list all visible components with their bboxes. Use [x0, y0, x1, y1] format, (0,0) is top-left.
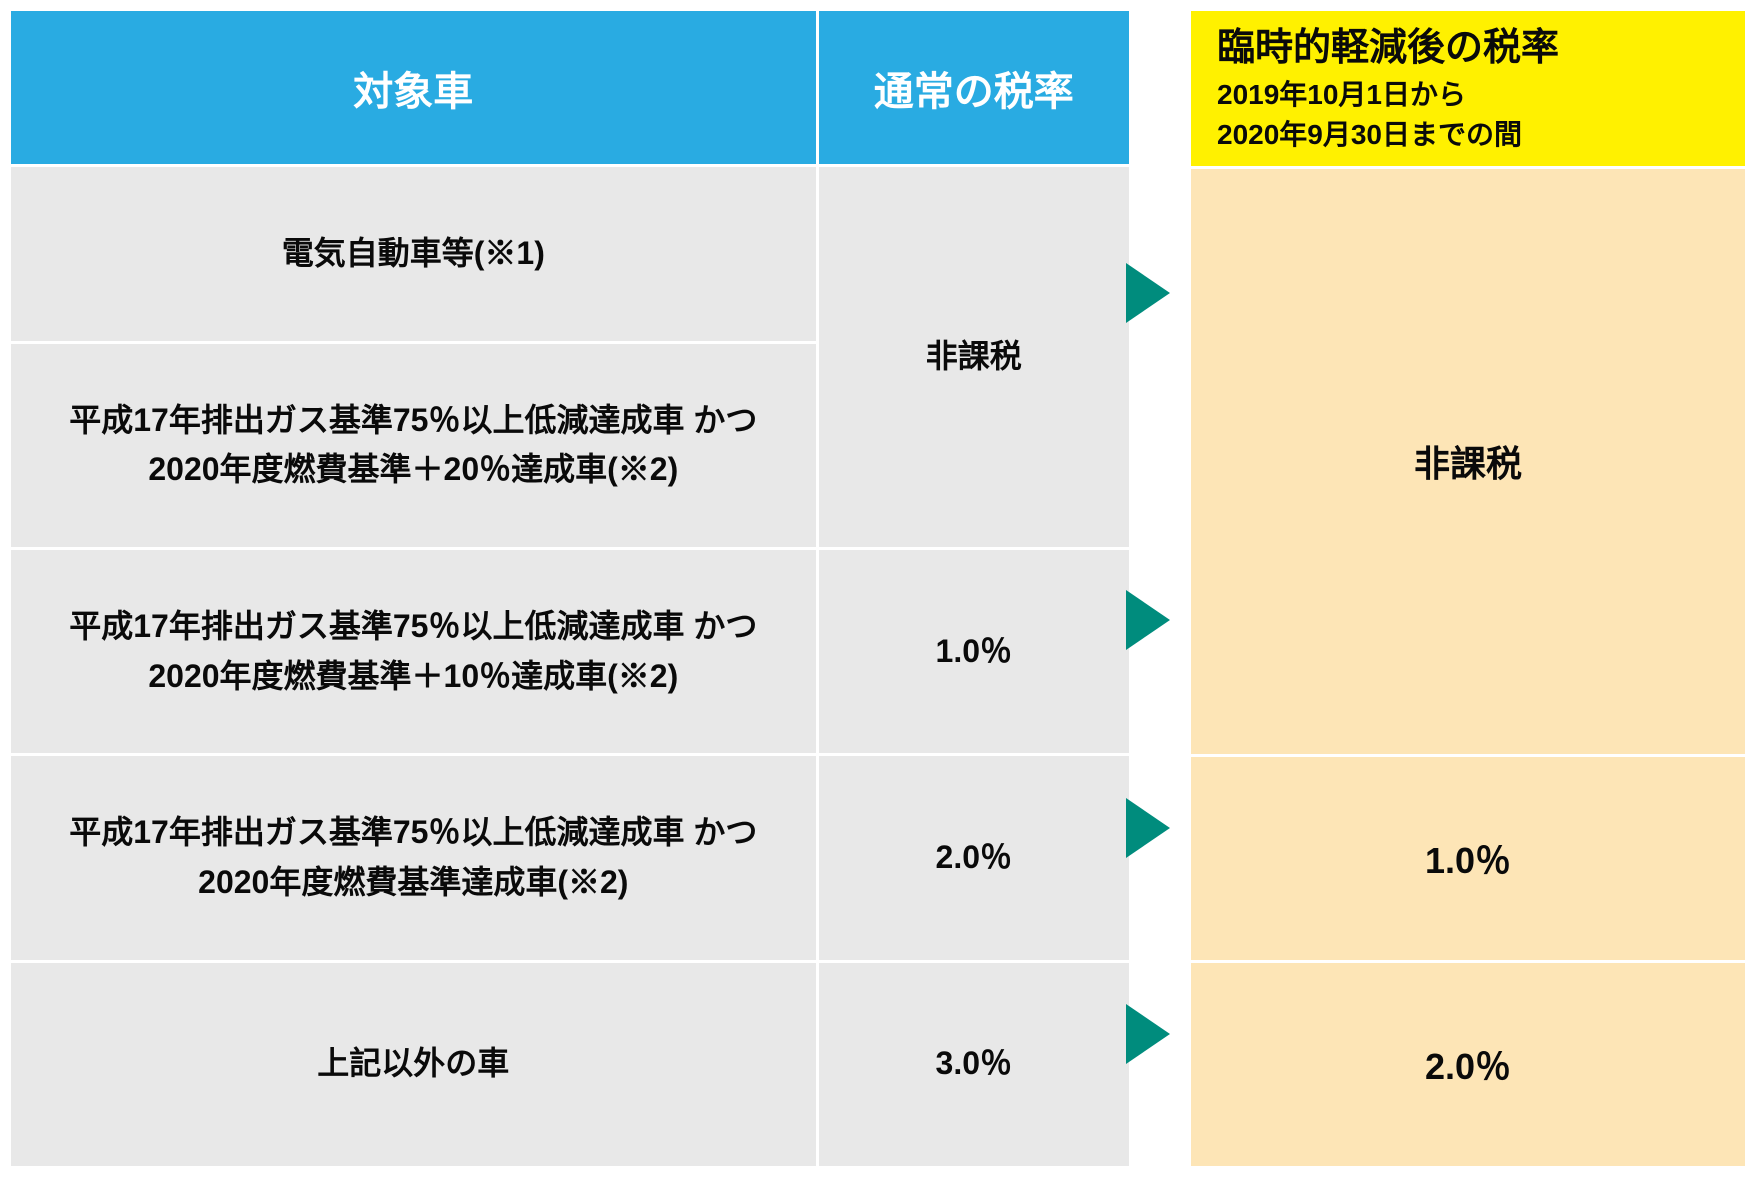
header-reduced-sub1: 2019年10月1日から — [1217, 76, 1719, 114]
row2-target: 平成17年排出ガス基準75％以上低減達成車 かつ 2020年度燃費基準＋20％達… — [10, 342, 818, 548]
row5-target: 上記以外の車 — [10, 961, 818, 1167]
left-table: 対象車 通常の税率 電気自動車等(※1) 非課税 平成17年排出ガス基準75％以… — [8, 8, 1132, 1169]
row12-rate: 非課税 — [817, 166, 1130, 549]
header-reduced-title: 臨時的軽減後の税率 — [1217, 23, 1719, 74]
reduced-r4: 1.0％ — [1190, 755, 1747, 961]
header-reduced-sub2: 2020年9月30日までの間 — [1217, 116, 1719, 154]
row5-rate: 3.0％ — [817, 961, 1130, 1167]
row3-rate: 1.0％ — [817, 548, 1130, 754]
row3-target: 平成17年排出ガス基準75％以上低減達成車 かつ 2020年度燃費基準＋10％達… — [10, 548, 818, 754]
arrow-icon — [1126, 1004, 1170, 1064]
header-target: 対象車 — [10, 10, 818, 166]
header-normal-rate: 通常の税率 — [817, 10, 1130, 166]
right-table: 臨時的軽減後の税率 2019年10月1日から 2020年9月30日までの間 非課… — [1188, 8, 1748, 1169]
arrow-gap — [1132, 8, 1188, 1169]
reduced-r123: 非課税 — [1190, 167, 1747, 755]
header-reduced-rate: 臨時的軽減後の税率 2019年10月1日から 2020年9月30日までの間 — [1190, 10, 1747, 168]
row1-target: 電気自動車等(※1) — [10, 166, 818, 342]
arrow-icon — [1126, 798, 1170, 858]
row4-target: 平成17年排出ガス基準75％以上低減達成車 かつ 2020年度燃費基準達成車(※… — [10, 755, 818, 961]
reduced-r5: 2.0％ — [1190, 961, 1747, 1167]
row4-rate: 2.0％ — [817, 755, 1130, 961]
arrow-icon — [1126, 263, 1170, 323]
arrow-icon — [1126, 590, 1170, 650]
tax-table-container: 対象車 通常の税率 電気自動車等(※1) 非課税 平成17年排出ガス基準75％以… — [8, 8, 1748, 1169]
